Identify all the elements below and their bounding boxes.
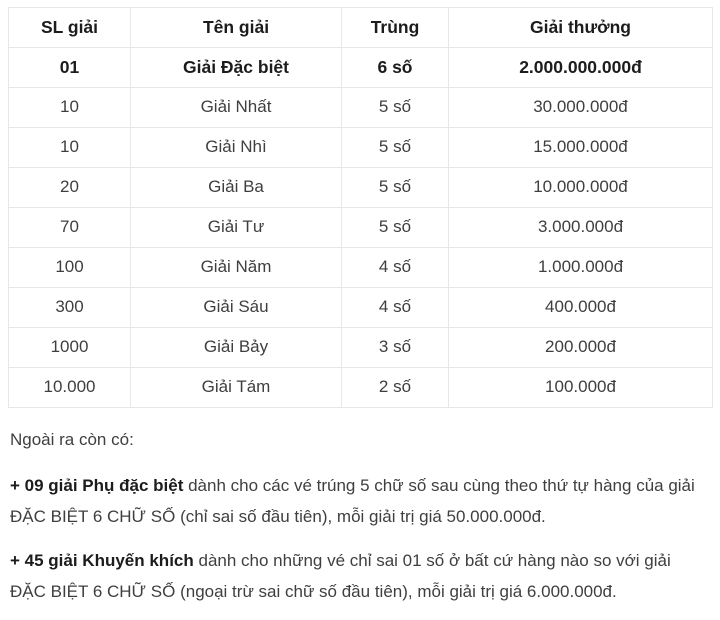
cell-prize: 3.000.000đ (448, 207, 713, 248)
note-special-sub-prize-label: + 09 giải Phụ đặc biệt (10, 476, 184, 495)
note-consolation-prize-label: + 45 giải Khuyến khích (10, 551, 194, 570)
cell-count: 10 (8, 127, 131, 168)
cell-count: 10 (8, 87, 131, 128)
cell-match: 5 số (341, 127, 449, 168)
cell-name: Giải Tư (130, 207, 342, 248)
cell-prize: 2.000.000.000đ (448, 47, 713, 88)
notes-section: Ngoài ra còn có: + 09 giải Phụ đặc biệt … (10, 424, 710, 620)
cell-prize: 400.000đ (448, 287, 713, 328)
prize-table: SL giải Tên giải Trùng Giải thưởng 01 Giả… (8, 7, 713, 408)
note-consolation-prize-text: dành cho những vé chỉ sai 01 số ở bất cứ… (10, 551, 671, 601)
cell-prize: 100.000đ (448, 367, 713, 408)
cell-count: 01 (8, 47, 131, 88)
prize-table-header: SL giải Tên giải Trùng Giải thưởng (8, 7, 713, 48)
cell-name: Giải Nhì (130, 127, 342, 168)
prize-structure-page: SL giải Tên giải Trùng Giải thưởng 01 Giả… (8, 7, 713, 601)
cell-prize: 30.000.000đ (448, 87, 713, 128)
cell-count: 1000 (8, 327, 131, 368)
cell-name: Giải Nhất (130, 87, 342, 128)
prize-table-container: SL giải Tên giải Trùng Giải thưởng 01 Giả… (8, 7, 713, 408)
cell-match: 5 số (341, 87, 449, 128)
cell-match: 2 số (341, 367, 449, 408)
cell-match: 5 số (341, 207, 449, 248)
column-header-count: SL giải (8, 7, 131, 48)
notes-intro: Ngoài ra còn có: (10, 430, 134, 449)
cell-prize: 15.000.000đ (448, 127, 713, 168)
note-special-sub-prize-text: dành cho các vé trúng 5 chữ số sau cùng … (10, 476, 695, 526)
prize-table-body: 01 Giải Đặc biệt 6 số 2.000.000.000đ 10 Giải … (8, 47, 713, 408)
table-row: 1000 Giải Bảy 3 số 200.000đ (8, 327, 713, 368)
cell-match: 6 số (341, 47, 449, 88)
cell-match: 4 số (341, 247, 449, 288)
table-row: 01 Giải Đặc biệt 6 số 2.000.000.000đ (8, 47, 713, 88)
cell-name: Giải Sáu (130, 287, 342, 328)
cell-prize: 10.000.000đ (448, 167, 713, 208)
column-header-name: Tên giải (130, 7, 342, 48)
cell-count: 300 (8, 287, 131, 328)
column-header-prize: Giải thưởng (448, 7, 713, 48)
table-row: 70 Giải Tư 5 số 3.000.000đ (8, 207, 713, 248)
cell-name: Giải Ba (130, 167, 342, 208)
cell-name: Giải Đặc biệt (130, 47, 342, 88)
cell-prize: 200.000đ (448, 327, 713, 368)
cell-match: 3 số (341, 327, 449, 368)
cell-count: 20 (8, 167, 131, 208)
column-header-match: Trùng (341, 7, 449, 48)
cell-count: 70 (8, 207, 131, 248)
cell-match: 5 số (341, 167, 449, 208)
table-row: 10 Giải Nhất 5 số 30.000.000đ (8, 87, 713, 128)
cell-count: 100 (8, 247, 131, 288)
table-row: 20 Giải Ba 5 số 10.000.000đ (8, 167, 713, 208)
table-row: 10.000 Giải Tám 2 số 100.000đ (8, 367, 713, 408)
note-consolation-prize: + 45 giải Khuyến khích dành cho những vé… (10, 545, 710, 607)
table-header-row: SL giải Tên giải Trùng Giải thưởng (8, 7, 713, 48)
note-special-sub-prize: + 09 giải Phụ đặc biệt dành cho các vé t… (10, 470, 710, 532)
cell-name: Giải Năm (130, 247, 342, 288)
table-row: 100 Giải Năm 4 số 1.000.000đ (8, 247, 713, 288)
cell-prize: 1.000.000đ (448, 247, 713, 288)
cell-match: 4 số (341, 287, 449, 328)
table-row: 300 Giải Sáu 4 số 400.000đ (8, 287, 713, 328)
cell-name: Giải Tám (130, 367, 342, 408)
cell-count: 10.000 (8, 367, 131, 408)
cell-name: Giải Bảy (130, 327, 342, 368)
table-row: 10 Giải Nhì 5 số 15.000.000đ (8, 127, 713, 168)
